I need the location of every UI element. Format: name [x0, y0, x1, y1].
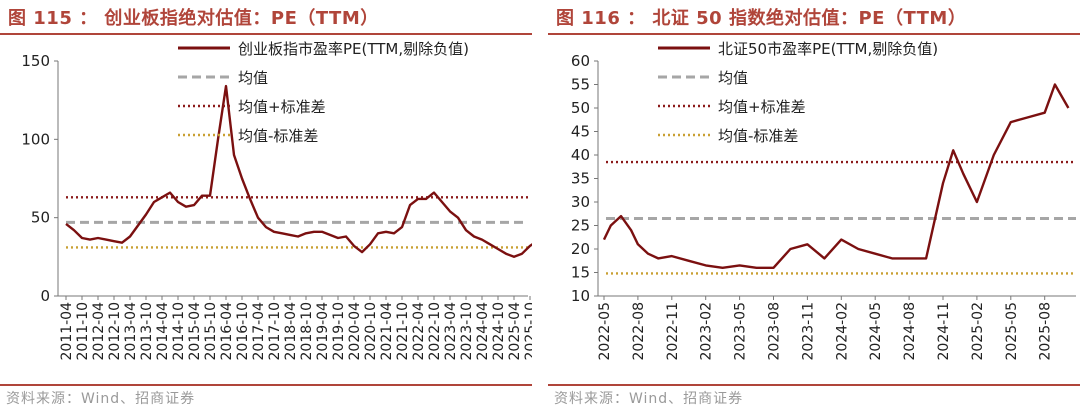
x-tick-label: 2017-04: [251, 302, 267, 361]
x-tick-label: 2013-10: [139, 302, 155, 361]
y-tick-label: 50: [31, 209, 50, 227]
legend-label: 均值+标准差: [718, 98, 806, 116]
x-tick-label: 2023-02: [699, 302, 715, 361]
source-divider: [0, 384, 532, 386]
x-tick-label: 2021-10: [395, 302, 411, 361]
y-tick-label: 10: [571, 287, 590, 305]
series-line: [602, 83, 1070, 270]
x-tick-label: 2012-04: [91, 302, 107, 361]
y-tick-label: 30: [571, 193, 590, 211]
source-note: 资料来源：Wind、招商证券: [554, 391, 744, 407]
y-tick-label: 0: [40, 287, 50, 305]
legend-label: 创业板指市盈率PE(TTM,剔除负值): [238, 40, 469, 58]
y-tick-label: 15: [571, 264, 590, 282]
x-tick-label: 2018-10: [299, 302, 315, 361]
x-tick-label: 2014-10: [171, 302, 187, 361]
pe-chart-bse50: 10 15 20 25 30 35 40 45 50 55 60 2022-05 2022-08 2022…: [571, 40, 1076, 361]
x-tick-label: 2016-04: [219, 302, 235, 361]
x-tick-label: 2023-04: [443, 302, 459, 361]
figure-title: 图 116 ： 北证 50 指数绝对估值：PE（TTM）: [556, 8, 967, 29]
x-tick-label: 2016-10: [235, 302, 251, 361]
chart-panel-left: 图 115 ： 创业板指绝对估值：PE（TTM） 0 50 100 150 2011-0…: [0, 0, 532, 412]
y-tick-label: 35: [571, 170, 590, 188]
x-tick-label: 2018-04: [283, 302, 299, 361]
x-tick-label: 2022-05: [597, 302, 613, 361]
y-tick-label: 150: [21, 52, 50, 70]
x-tick-label: 2024-05: [868, 302, 884, 361]
legend-label: 均值: [238, 69, 268, 87]
x-tick-label: 2019-04: [315, 302, 331, 361]
y-tick-label: 20: [571, 240, 590, 258]
x-tick-label: 2024-02: [834, 302, 850, 361]
y-tick-label: 100: [21, 130, 50, 148]
source-note: 资料来源：Wind、招商证券: [6, 391, 196, 407]
series-line: [65, 84, 532, 259]
x-tick-label: 2012-10: [107, 302, 123, 361]
x-tick-label: 2021-04: [379, 302, 395, 361]
source-divider: [548, 384, 1080, 386]
x-tick-label: 2023-08: [767, 302, 783, 361]
x-tick-label: 2025-02: [970, 302, 986, 361]
y-tick-label: 25: [571, 217, 590, 235]
x-tick-label: 2017-10: [267, 302, 283, 361]
chart-panel-right: 图 116 ： 北证 50 指数绝对估值：PE（TTM） 10 15 20 25 30 3…: [548, 0, 1080, 412]
x-tick-label: 2023-10: [459, 302, 475, 361]
title-divider: [548, 33, 1080, 35]
title-divider: [0, 33, 532, 35]
legend-label: 北证50市盈率PE(TTM,剔除负值): [718, 40, 938, 58]
x-tick-label: 2022-10: [427, 302, 443, 361]
x-tick-label: 2011-04: [59, 302, 75, 361]
x-tick-label: 2024-11: [936, 302, 952, 361]
x-tick-label: 2025-05: [1004, 302, 1020, 361]
x-tick-label: 2020-04: [347, 302, 363, 361]
x-tick-label: 2015-10: [203, 302, 219, 361]
x-tick-label: 2024-08: [902, 302, 918, 361]
x-tick-label: 2025-08: [1038, 302, 1054, 361]
x-tick-label: 2020-10: [363, 302, 379, 361]
x-tick-label: 2013-04: [123, 302, 139, 361]
x-tick-label: 2025-04: [507, 302, 523, 361]
y-tick-label: 50: [571, 99, 590, 117]
x-tick-label: 2024-04: [475, 302, 491, 361]
x-tick-label: 2025-10: [523, 302, 532, 361]
x-tick-label: 2022-04: [411, 302, 427, 361]
x-tick-label: 2024-10: [491, 302, 507, 361]
y-tick-label: 40: [571, 146, 590, 164]
x-tick-label: 2014-04: [155, 302, 171, 361]
y-tick-label: 55: [571, 76, 590, 94]
legend-label: 均值+标准差: [238, 98, 326, 116]
x-tick-label: 2023-05: [733, 302, 749, 361]
x-tick-label: 2022-08: [631, 302, 647, 361]
x-tick-label: 2015-04: [187, 302, 203, 361]
figure-title: 图 115 ： 创业板指绝对估值：PE（TTM）: [8, 8, 379, 29]
y-tick-label: 45: [571, 123, 590, 141]
x-tick-label: 2019-10: [331, 302, 347, 361]
legend-label: 均值-标准差: [238, 127, 318, 145]
x-tick-label: 2023-11: [800, 302, 816, 361]
y-tick-label: 60: [571, 52, 590, 70]
x-tick-label: 2011-10: [75, 302, 91, 361]
legend-label: 均值: [718, 69, 748, 87]
legend-label: 均值-标准差: [718, 127, 798, 145]
x-tick-label: 2022-11: [665, 302, 681, 361]
